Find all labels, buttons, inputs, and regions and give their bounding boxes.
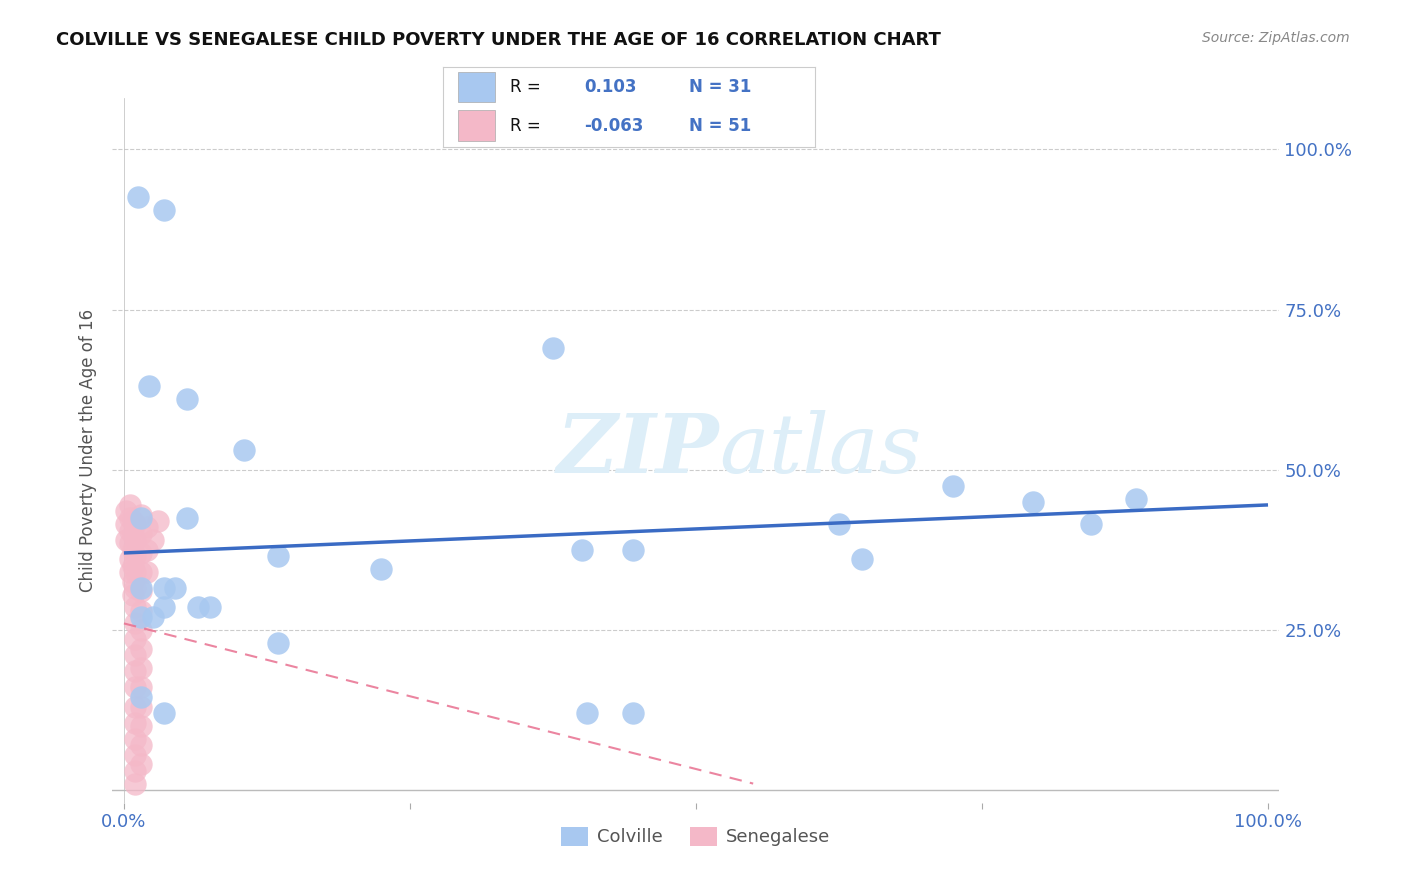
Point <box>828 517 851 532</box>
Point <box>124 581 146 595</box>
Point <box>621 542 644 557</box>
Bar <box>458 71 495 103</box>
Point <box>1125 491 1147 506</box>
Point <box>124 776 146 790</box>
Point <box>141 610 163 624</box>
Point <box>122 542 145 557</box>
Text: Source: ZipAtlas.com: Source: ZipAtlas.com <box>1202 31 1350 45</box>
Point <box>124 747 146 762</box>
Point <box>129 661 152 675</box>
Point <box>129 681 152 695</box>
Point <box>129 757 152 772</box>
Point <box>621 706 644 720</box>
Point <box>124 549 146 564</box>
Point <box>124 632 146 647</box>
Point <box>124 517 146 532</box>
Point <box>124 715 146 730</box>
Point <box>118 510 141 524</box>
Point <box>129 690 152 705</box>
Text: COLVILLE VS SENEGALESE CHILD POVERTY UNDER THE AGE OF 16 CORRELATION CHART: COLVILLE VS SENEGALESE CHILD POVERTY UND… <box>56 31 941 49</box>
Point <box>165 581 187 595</box>
Point <box>851 552 873 566</box>
Point <box>129 565 152 579</box>
Point <box>1022 494 1045 508</box>
Text: atlas: atlas <box>720 410 922 491</box>
Legend: Colville, Senegalese: Colville, Senegalese <box>554 820 838 854</box>
Point <box>124 533 146 548</box>
Point <box>148 514 170 528</box>
Point <box>115 504 138 518</box>
Point <box>233 443 256 458</box>
Point <box>124 764 146 778</box>
Point <box>124 648 146 663</box>
Point <box>135 542 157 557</box>
Point <box>122 574 145 589</box>
Point <box>153 203 176 218</box>
Text: 0.103: 0.103 <box>585 78 637 96</box>
Point <box>176 510 198 524</box>
Point <box>153 600 176 615</box>
Point <box>571 542 593 557</box>
Point <box>129 642 152 657</box>
Point <box>176 392 198 407</box>
Point <box>135 565 157 579</box>
Point <box>942 479 965 493</box>
Point <box>129 526 152 541</box>
Text: -0.063: -0.063 <box>585 117 644 135</box>
Point <box>129 719 152 733</box>
Point <box>118 565 141 579</box>
Point <box>118 552 141 566</box>
Point <box>541 341 564 355</box>
Point <box>135 520 157 534</box>
Point <box>138 379 160 393</box>
Text: ZIP: ZIP <box>557 410 720 491</box>
Point <box>118 536 141 550</box>
Point <box>267 549 290 564</box>
Point <box>198 600 221 615</box>
Point <box>153 581 176 595</box>
Point <box>187 600 209 615</box>
Point <box>118 498 141 512</box>
Point <box>124 616 146 631</box>
Point <box>127 190 149 204</box>
Point <box>124 565 146 579</box>
Text: R =: R = <box>510 117 541 135</box>
Point <box>129 604 152 618</box>
Point <box>124 731 146 746</box>
Point <box>153 706 176 720</box>
Point <box>124 681 146 695</box>
Point <box>115 517 138 532</box>
Point <box>122 588 145 602</box>
Point <box>129 510 152 524</box>
Point <box>1080 517 1102 532</box>
Y-axis label: Child Poverty Under the Age of 16: Child Poverty Under the Age of 16 <box>79 309 97 592</box>
Point <box>129 584 152 599</box>
Point <box>129 508 152 522</box>
Point <box>129 546 152 560</box>
Point <box>115 533 138 548</box>
Point <box>124 600 146 615</box>
Point <box>122 514 145 528</box>
Point <box>122 526 145 541</box>
Point <box>118 524 141 538</box>
Point <box>124 665 146 679</box>
Text: N = 51: N = 51 <box>689 117 751 135</box>
Point <box>129 623 152 637</box>
Point <box>576 706 599 720</box>
Point <box>129 738 152 752</box>
Bar <box>458 111 495 141</box>
Point <box>122 558 145 573</box>
Point <box>129 610 152 624</box>
Point <box>141 533 163 548</box>
Point <box>129 581 152 595</box>
Point <box>370 562 392 576</box>
Point <box>124 699 146 714</box>
Point <box>129 699 152 714</box>
Text: R =: R = <box>510 78 541 96</box>
Point <box>267 635 290 649</box>
Text: N = 31: N = 31 <box>689 78 751 96</box>
